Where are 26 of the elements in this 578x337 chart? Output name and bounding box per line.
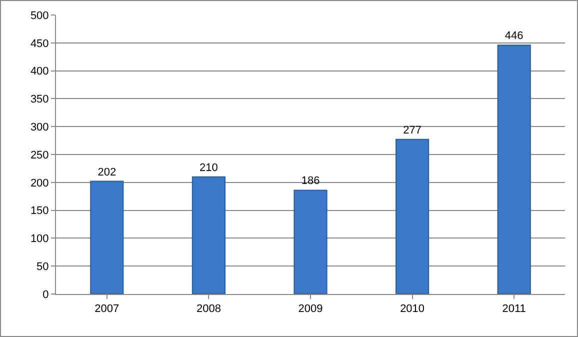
y-tick-label: 250 xyxy=(30,149,49,162)
y-tick-label: 200 xyxy=(30,177,49,190)
bar xyxy=(90,180,124,294)
x-tick-label: 2007 xyxy=(94,303,120,316)
data-label: 210 xyxy=(200,162,218,174)
y-tick-label: 100 xyxy=(30,233,49,246)
x-tick-label: 2011 xyxy=(502,303,526,316)
x-tick-label: 2008 xyxy=(196,303,221,316)
data-label: 446 xyxy=(504,30,524,42)
y-tick-label: 350 xyxy=(30,94,49,106)
bar xyxy=(192,176,226,294)
y-tick-label: 150 xyxy=(30,205,49,218)
x-tick-label: 2009 xyxy=(298,303,323,316)
y-tick-label: 300 xyxy=(30,121,49,134)
bar xyxy=(294,190,328,294)
data-label: 277 xyxy=(403,124,422,136)
y-tick-label: 500 xyxy=(30,10,49,22)
y-tick-label: 450 xyxy=(30,38,49,50)
x-tick-label: 2010 xyxy=(400,303,425,316)
bar xyxy=(396,138,430,294)
y-tick-label: 50 xyxy=(36,260,49,273)
y-tick-label: 0 xyxy=(42,288,49,301)
y-tick-label: 400 xyxy=(30,66,49,78)
data-label: 186 xyxy=(301,175,320,188)
data-label: 202 xyxy=(98,166,116,178)
bar xyxy=(497,44,531,294)
